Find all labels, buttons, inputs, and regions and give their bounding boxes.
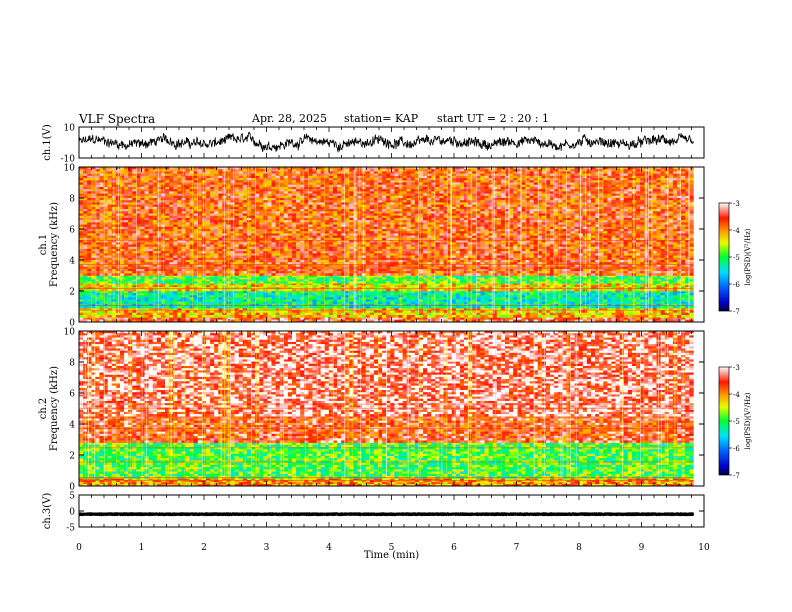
ch2-spectrogram-cells	[79, 331, 694, 487]
ch1-spectrogram-colorbar-label: log(PSD)(V²/Hz)	[744, 228, 752, 285]
y-tick-label: 10	[64, 164, 76, 174]
x-tick-label: 4	[326, 543, 332, 553]
x-tick-label: 6	[451, 543, 457, 553]
date-label: Apr. 28, 2025	[252, 112, 327, 125]
y-tick-label: 2	[69, 452, 75, 462]
colorbar-tick-label: -3	[733, 200, 740, 208]
ch2-spectrogram-colorbar-label: log(PSD)(V²/Hz)	[744, 392, 752, 449]
colorbar-tick-label: -3	[733, 364, 740, 372]
y-tick-label: 8	[69, 195, 75, 205]
y-tick-label: 2	[69, 288, 75, 298]
y-tick-label: 4	[69, 257, 75, 267]
y-tick-label: -10	[61, 155, 76, 165]
y-tick-label: 6	[69, 390, 75, 400]
ch2-spectrogram-ylabel: Frequency (kHz)	[49, 366, 60, 451]
x-axis-label: Time (min)	[364, 550, 419, 561]
ch2-spectrogram-colorbar	[718, 366, 730, 476]
x-tick-label: 8	[576, 543, 582, 553]
x-tick-label: 5	[389, 543, 395, 553]
y-tick-label: 0	[69, 483, 75, 493]
x-tick-label: 10	[698, 543, 710, 553]
y-tick-label: 0	[69, 319, 75, 329]
y-tick-label: 6	[69, 226, 75, 236]
ch3-waveform-trace	[78, 512, 694, 517]
y-tick-label: 4	[69, 421, 75, 431]
ch1-spectrogram-cells	[78, 167, 694, 323]
x-tick-label: 9	[639, 543, 645, 553]
x-tick-label: 3	[264, 543, 270, 553]
ch2-spectrogram-channel-label: ch.2	[38, 398, 49, 420]
y-tick-label: 5	[69, 492, 75, 502]
ch1-waveform-trace	[78, 131, 694, 153]
x-tick-label: 7	[514, 543, 520, 553]
x-tick-label: 0	[76, 543, 82, 553]
colorbar-tick-label: -6	[733, 445, 740, 453]
ch1-waveform-ylabel: ch.1(V)	[42, 124, 53, 161]
colorbar-tick-label: -7	[733, 472, 740, 480]
station-label: station= KAP	[344, 112, 418, 125]
start-time-label: start UT = 2 : 20 : 1	[437, 112, 549, 125]
colorbar-tick-label: -4	[733, 391, 740, 399]
ch1-spectrogram-colorbar	[718, 202, 730, 312]
chart-title: VLF Spectra	[79, 112, 155, 126]
colorbar-tick-label: -5	[733, 254, 740, 262]
ch3-waveform-ylabel: ch.3(V)	[42, 493, 53, 530]
colorbar-tick-label: -7	[733, 308, 740, 316]
x-tick-label: 1	[139, 543, 145, 553]
y-tick-label: 10	[64, 124, 76, 134]
y-tick-label: 10	[64, 328, 76, 338]
y-tick-label: 8	[69, 359, 75, 369]
y-tick-label: 0	[69, 508, 75, 518]
x-tick-label: 2	[201, 543, 207, 553]
colorbar-tick-label: -6	[733, 281, 740, 289]
colorbar-tick-label: -5	[733, 418, 740, 426]
ch1-spectrogram-channel-label: ch.1	[38, 234, 49, 256]
y-tick-label: -5	[66, 524, 75, 534]
ch1-spectrogram-ylabel: Frequency (kHz)	[49, 202, 60, 287]
colorbar-tick-label: -4	[733, 227, 740, 235]
